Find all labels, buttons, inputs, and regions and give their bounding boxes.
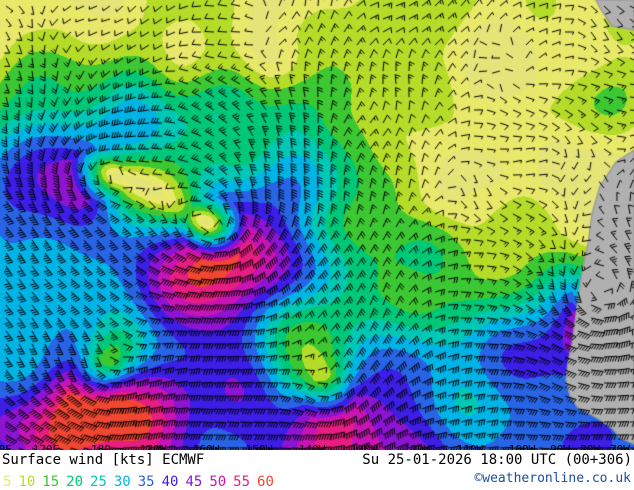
legend-value[interactable]: 40 — [161, 474, 179, 490]
wind-map-panel[interactable] — [0, 0, 634, 450]
legend-value[interactable]: 20 — [66, 474, 84, 490]
legend-value[interactable]: 50 — [209, 474, 227, 490]
footer-legend-row: 5 10 15 20 25 30 35 40 45 50 55 60 ©weatheronline.c… — [0, 471, 634, 490]
legend-value[interactable]: 25 — [90, 474, 107, 490]
footer-title-row: Surface wind [kts] ECMWF Su 25-01-2026 1… — [0, 452, 634, 470]
legend-value[interactable]: 45 — [185, 474, 203, 490]
copyright-label: ©weatheronline.co.uk — [474, 471, 631, 486]
legend-value[interactable]: 15 — [42, 474, 60, 490]
legend-value[interactable]: 35 — [137, 474, 155, 490]
legend-value[interactable]: 10 — [18, 474, 36, 490]
chart-title: Surface wind [kts] ECMWF — [2, 452, 205, 468]
lon-tick-label: 60E — [0, 444, 12, 456]
legend-value[interactable]: 30 — [113, 474, 131, 490]
legend-value[interactable]: 55 — [233, 474, 251, 490]
wind-speed-colorbar[interactable]: 5 10 15 20 25 30 35 40 45 50 55 60 — [3, 471, 281, 490]
model-run-timestamp: Su 25-01-2026 18:00 UTC (00+306) — [362, 452, 632, 468]
legend-value[interactable]: 60 — [257, 474, 274, 490]
map-footer: Surface wind [kts] ECMWF Su 25-01-2026 1… — [0, 450, 634, 490]
legend-value[interactable]: 5 — [3, 474, 12, 490]
wind-field-canvas[interactable] — [0, 0, 634, 450]
